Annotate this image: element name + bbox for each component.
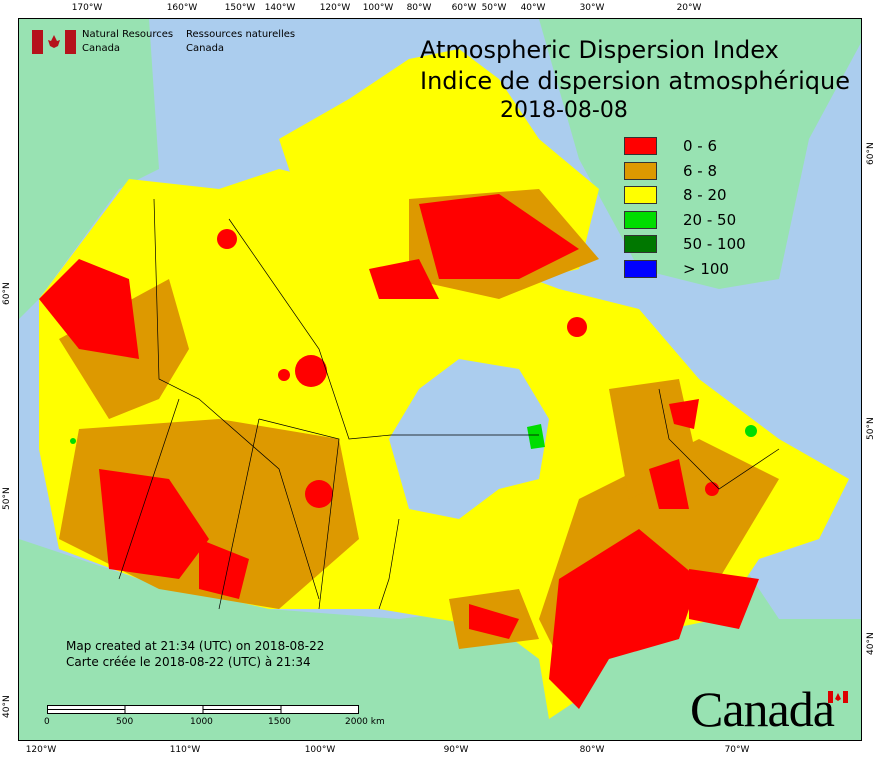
- legend-label: 50 - 100: [683, 235, 746, 254]
- legend-swatch: [624, 137, 657, 156]
- canada-flag-icon: [32, 30, 76, 54]
- top-axis-label: 170°W: [71, 3, 103, 13]
- legend-item: 8 - 20: [624, 183, 746, 208]
- canada-wordmark: Canada: [690, 681, 835, 737]
- top-axis-label: 140°W: [264, 3, 296, 13]
- legend-label: 6 - 8: [683, 161, 718, 180]
- bottom-axis-label: 80°W: [579, 745, 605, 755]
- map-date: 2018-08-08: [500, 98, 628, 123]
- top-axis-label: 150°W: [224, 3, 256, 13]
- legend-item: > 100: [624, 257, 746, 282]
- legend-label: > 100: [683, 259, 729, 278]
- legend-item: 0 - 6: [624, 134, 746, 159]
- top-axis-label: 20°W: [676, 3, 702, 13]
- wordmark-flag-icon: [828, 691, 848, 703]
- created-note-fr: Carte créée le 2018-08-22 (UTC) à 21:34: [66, 655, 311, 669]
- top-axis-label: 120°W: [319, 3, 351, 13]
- bottom-axis-label: 70°W: [724, 745, 750, 755]
- left-axis-label: 50°N: [2, 487, 12, 510]
- top-axis-label: 160°W: [166, 3, 198, 13]
- top-axis-label: 50°W: [481, 3, 507, 13]
- land-alaska: [19, 19, 159, 319]
- scale-label: 500: [116, 717, 134, 727]
- top-axis-label: 80°W: [406, 3, 432, 13]
- scale-label: 0: [44, 717, 50, 727]
- legend-item: 6 - 8: [624, 159, 746, 184]
- top-axis-label: 30°W: [579, 3, 605, 13]
- agency-en-line2: Canada: [82, 43, 121, 54]
- right-axis-label: 50°N: [866, 417, 876, 440]
- title-en: Atmospheric Dispersion Index: [420, 36, 779, 64]
- left-axis-label: 60°N: [2, 282, 12, 305]
- land-greenland: [539, 19, 861, 289]
- title-fr: Indice de dispersion atmosphérique: [420, 67, 851, 95]
- map-canvas: [19, 19, 861, 740]
- index-20-50-areas: [70, 424, 757, 449]
- legend-label: 8 - 20: [683, 186, 727, 205]
- legend-swatch: [624, 259, 657, 278]
- bottom-axis-label: 90°W: [443, 745, 469, 755]
- scale-bar: 0 500 1000 1500 2000 km: [44, 705, 385, 727]
- map-frame: [18, 18, 862, 741]
- left-axis-label: 40°N: [2, 695, 12, 718]
- legend-swatch: [624, 210, 657, 229]
- top-axis-label: 40°W: [520, 3, 546, 13]
- agency-fr-line2: Canada: [186, 43, 225, 54]
- legend: 0 - 6 6 - 8 8 - 20 20 - 50 50 - 100 > 10…: [624, 134, 746, 281]
- legend-item: 50 - 100: [624, 232, 746, 257]
- index-0-6-areas: [39, 194, 759, 709]
- hudson-bay: [389, 359, 549, 519]
- legend-item: 20 - 50: [624, 208, 746, 233]
- legend-label: 20 - 50: [683, 210, 737, 229]
- scale-label: 1500: [268, 717, 291, 727]
- legend-swatch: [624, 161, 657, 180]
- province-boundaries: [118, 198, 780, 610]
- legend-swatch: [624, 235, 657, 254]
- right-axis-label: 40°N: [866, 632, 876, 655]
- legend-label: 0 - 6: [683, 137, 718, 156]
- scale-label: 1000: [190, 717, 213, 727]
- agency-fr-line1: Ressources naturelles: [186, 29, 296, 40]
- bottom-axis-label: 100°W: [304, 745, 336, 755]
- right-axis-label: 60°N: [866, 142, 876, 165]
- top-axis-label: 60°W: [451, 3, 477, 13]
- top-axis-label: 100°W: [362, 3, 394, 13]
- scale-label: 2000 km: [345, 717, 385, 727]
- agency-en-line1: Natural Resources: [82, 29, 174, 40]
- legend-swatch: [624, 186, 657, 205]
- bottom-axis-label: 120°W: [25, 745, 57, 755]
- bottom-axis-label: 110°W: [169, 745, 201, 755]
- created-note-en: Map created at 21:34 (UTC) on 2018-08-22: [66, 639, 325, 653]
